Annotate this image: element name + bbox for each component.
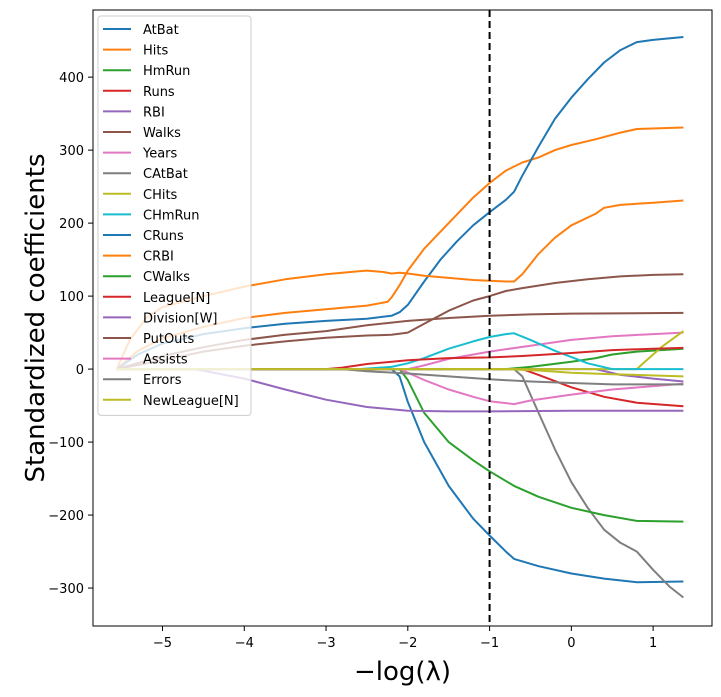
legend-item: Runs bbox=[103, 85, 175, 100]
legend-item: Assists bbox=[103, 353, 188, 368]
legend-label: NewLeague[N] bbox=[143, 394, 239, 409]
y-axis: −300 −200 −100 0 100 200 300 400 bbox=[48, 71, 93, 597]
legend-item: NewLeague[N] bbox=[103, 394, 239, 409]
series-line-catbat bbox=[116, 368, 685, 599]
legend-label: CRBI bbox=[143, 250, 174, 265]
legend-label: CRuns bbox=[143, 229, 184, 244]
series-line-years bbox=[116, 331, 684, 371]
legend-item: Errors bbox=[103, 373, 182, 388]
x-tick-label: −1 bbox=[480, 636, 499, 651]
legend-item: RBI bbox=[103, 105, 165, 120]
x-axis-title: −log(λ) bbox=[354, 657, 451, 687]
legend-label: RBI bbox=[143, 105, 165, 120]
series-line-cruns bbox=[116, 36, 684, 370]
legend-label: Hits bbox=[143, 44, 168, 59]
legend-item: CHmRun bbox=[103, 208, 199, 223]
legend-label: CWalks bbox=[143, 270, 190, 285]
plot-frame bbox=[92, 9, 713, 627]
y-tick-label: −300 bbox=[48, 582, 84, 597]
legend-item: CRBI bbox=[103, 250, 174, 265]
series-line-leaguen bbox=[116, 346, 684, 371]
legend-item: Walks bbox=[103, 126, 181, 141]
legend-item: AtBat bbox=[103, 23, 179, 38]
y-tick-label: 400 bbox=[59, 71, 84, 86]
y-tick-label: 200 bbox=[59, 217, 84, 232]
series-line-newleaguen bbox=[116, 368, 684, 378]
legend-label: Assists bbox=[143, 353, 188, 368]
legend-item: Division[W] bbox=[103, 311, 218, 326]
legend-label: CHmRun bbox=[143, 208, 199, 223]
legend-label: Errors bbox=[143, 373, 182, 388]
y-tick-label: 100 bbox=[59, 290, 84, 305]
x-tick-label: −4 bbox=[235, 636, 254, 651]
legend-label: Walks bbox=[143, 126, 181, 141]
series-line-chmrun bbox=[116, 332, 684, 371]
legend-label: Division[W] bbox=[143, 311, 218, 326]
series-line-atbat bbox=[116, 368, 684, 584]
x-axis: −5 −4 −3 −2 −1 0 1 bbox=[153, 626, 657, 651]
legend-label: CHits bbox=[143, 188, 178, 203]
y-axis-title: Standardized coefficients bbox=[21, 154, 51, 483]
legend-label: HmRun bbox=[143, 64, 190, 79]
series-line-assists bbox=[116, 368, 684, 406]
y-tick-label: 0 bbox=[76, 363, 84, 378]
legend-item: Hits bbox=[103, 44, 168, 59]
series-line-cwalks bbox=[116, 368, 684, 523]
legend-item: CRuns bbox=[103, 229, 184, 244]
legend-label: League[N] bbox=[143, 291, 210, 306]
legend-item: PutOuts bbox=[103, 332, 195, 347]
series-line-errors bbox=[116, 368, 684, 386]
legend-label: AtBat bbox=[143, 23, 179, 38]
legend-item: League[N] bbox=[103, 291, 210, 306]
x-tick-label: 0 bbox=[567, 636, 575, 651]
legend-item: Years bbox=[103, 147, 178, 162]
legend-item: HmRun bbox=[103, 64, 190, 79]
legend-label: PutOuts bbox=[143, 332, 195, 347]
legend-item: CWalks bbox=[103, 270, 190, 285]
y-tick-label: 300 bbox=[59, 144, 84, 159]
legend-item: CHits bbox=[103, 188, 178, 203]
legend-box bbox=[97, 15, 252, 416]
y-tick-label: −100 bbox=[48, 436, 84, 451]
x-tick-label: 1 bbox=[649, 636, 657, 651]
x-tick-label: −2 bbox=[398, 636, 417, 651]
legend-label: Years bbox=[142, 147, 178, 162]
y-tick-label: −200 bbox=[48, 509, 84, 524]
x-tick-label: −3 bbox=[316, 636, 335, 651]
legend-item: CAtBat bbox=[103, 167, 188, 182]
x-tick-label: −5 bbox=[153, 636, 172, 651]
legend-label: Runs bbox=[143, 85, 175, 100]
legend-label: CAtBat bbox=[143, 167, 188, 182]
legend: AtBat Hits HmRun Runs RBI Walks Years CAtBat CHi… bbox=[97, 15, 252, 416]
